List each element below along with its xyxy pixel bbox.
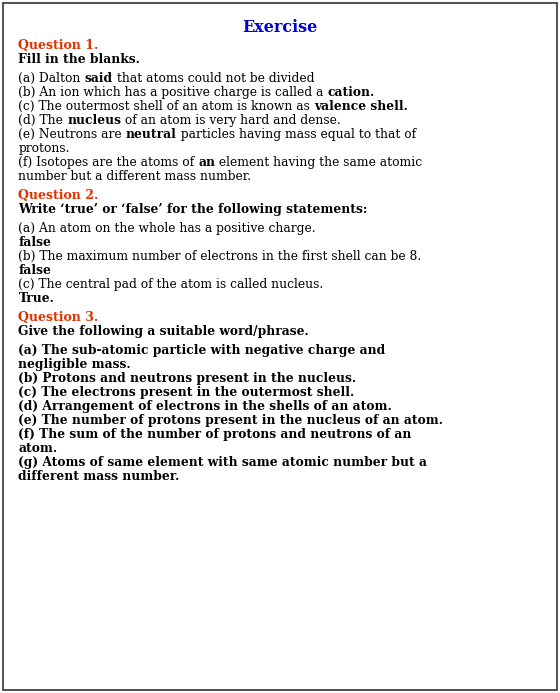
Text: (g) Atoms of same element with same atomic number but a: (g) Atoms of same element with same atom… <box>18 457 427 469</box>
Text: (e) The number of protons present in the nucleus of an atom.: (e) The number of protons present in the… <box>18 414 444 428</box>
Text: (b) An ion which has a positive charge is called a: (b) An ion which has a positive charge i… <box>18 87 328 99</box>
Text: of an atom is very hard and dense.: of an atom is very hard and dense. <box>121 114 341 128</box>
Text: neutral: neutral <box>126 128 177 141</box>
Text: (b) Protons and neutrons present in the nucleus.: (b) Protons and neutrons present in the … <box>18 372 357 385</box>
Text: atom.: atom. <box>18 442 58 455</box>
Text: particles having mass equal to that of: particles having mass equal to that of <box>177 128 416 141</box>
Text: number but a different mass number.: number but a different mass number. <box>18 170 251 184</box>
FancyBboxPatch shape <box>3 3 557 690</box>
Text: (c) The central pad of the atom is called nucleus.: (c) The central pad of the atom is calle… <box>18 279 324 291</box>
Text: element having the same atomic: element having the same atomic <box>216 157 423 169</box>
Text: (f) Isotopes are the atoms of: (f) Isotopes are the atoms of <box>18 157 198 169</box>
Text: (a) Dalton: (a) Dalton <box>18 72 85 85</box>
Text: cation.: cation. <box>328 87 375 99</box>
Text: (a) An atom on the whole has a positive charge.: (a) An atom on the whole has a positive … <box>18 222 316 236</box>
Text: Question 3.: Question 3. <box>18 311 99 324</box>
Text: Give the following a suitable word/phrase.: Give the following a suitable word/phras… <box>18 326 309 338</box>
Text: (b) The maximum number of electrons in the first shell can be 8.: (b) The maximum number of electrons in t… <box>18 250 422 263</box>
Text: (a) The sub-atomic particle with negative charge and: (a) The sub-atomic particle with negativ… <box>18 344 386 358</box>
Text: Question 2.: Question 2. <box>18 189 99 202</box>
Text: protons.: protons. <box>18 142 70 155</box>
Text: Write ‘true’ or ‘false’ for the following statements:: Write ‘true’ or ‘false’ for the followin… <box>18 204 368 216</box>
Text: negligible mass.: negligible mass. <box>18 358 131 371</box>
Text: (c) The outermost shell of an atom is known as: (c) The outermost shell of an atom is kn… <box>18 100 314 114</box>
Text: said: said <box>85 72 113 85</box>
Text: an: an <box>198 157 216 169</box>
Text: false: false <box>18 265 52 277</box>
Text: Exercise: Exercise <box>242 19 318 37</box>
Text: True.: True. <box>18 292 54 306</box>
Text: false: false <box>18 236 52 249</box>
Text: nucleus: nucleus <box>67 114 121 128</box>
Text: different mass number.: different mass number. <box>18 471 180 484</box>
Text: (e) Neutrons are: (e) Neutrons are <box>18 128 126 141</box>
Text: (f) The sum of the number of protons and neutrons of an: (f) The sum of the number of protons and… <box>18 428 412 441</box>
Text: Fill in the blanks.: Fill in the blanks. <box>18 53 141 67</box>
Text: (c) The electrons present in the outermost shell.: (c) The electrons present in the outermo… <box>18 387 354 399</box>
Text: Question 1.: Question 1. <box>18 40 99 53</box>
Text: (d) Arrangement of electrons in the shells of an atom.: (d) Arrangement of electrons in the shel… <box>18 401 392 414</box>
Text: that atoms could not be divided: that atoms could not be divided <box>113 72 314 85</box>
Text: (d) The: (d) The <box>18 114 67 128</box>
Text: valence shell.: valence shell. <box>314 100 408 114</box>
